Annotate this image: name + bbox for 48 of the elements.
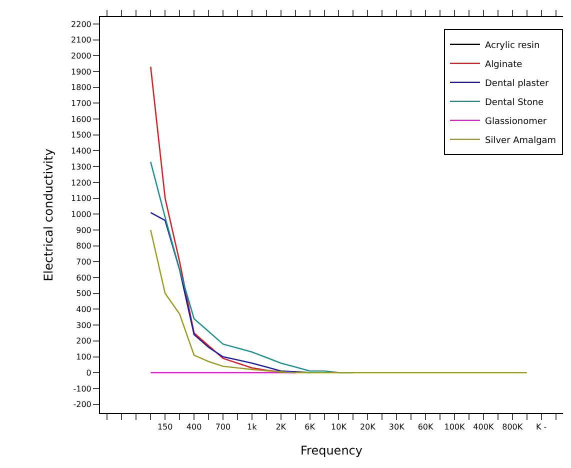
x-tick-label: 100K [444, 422, 466, 432]
y-tick-label: -200 [73, 400, 92, 410]
x-tick-label: 400 [186, 422, 202, 432]
x-tick-label: 1k [247, 422, 258, 432]
y-tick-label: 1600 [71, 114, 92, 124]
x-tick-label: 60K [418, 422, 434, 432]
x-axis-title: Frequency [300, 444, 362, 458]
y-tick-label: 1400 [71, 146, 92, 156]
y-tick-label: 300 [76, 320, 92, 330]
y-tick-label: 1900 [71, 67, 92, 76]
x-tick-label: 2K [276, 422, 287, 432]
legend-label: Acrylic resin [485, 40, 540, 51]
x-tick-label: 6K [304, 422, 316, 432]
x-tick-label: 30K [388, 422, 406, 432]
y-tick-label: 1800 [71, 83, 92, 92]
legend-label: Glassionomer [485, 116, 547, 127]
x-tick-label: K - [536, 422, 547, 432]
y-tick-label: 1200 [71, 178, 92, 188]
y-tick-label: 600 [76, 273, 92, 282]
legend-label: Silver Amalgam [485, 136, 556, 146]
legend-label: Dental plaster [485, 78, 550, 89]
legend-label: Alginate [485, 60, 523, 70]
y-tick-label: 2100 [71, 36, 92, 45]
x-tick-label: 20K [360, 422, 376, 432]
y-tick-label: 0 [86, 368, 92, 378]
y-tick-label: 1700 [71, 99, 92, 108]
x-tick-label: 150 [157, 422, 173, 432]
y-tick-label: 500 [76, 289, 92, 298]
y-tick-label: 800 [76, 242, 92, 251]
x-tick-label: 800K [502, 422, 524, 432]
y-tick-label: 100 [76, 352, 92, 362]
y-tick-label: 2200 [71, 20, 92, 29]
y-tick-label: 1300 [71, 162, 92, 172]
y-tick-label: 700 [76, 257, 92, 266]
line-series [150, 229, 528, 374]
x-tick-label: 10K [331, 422, 348, 432]
x-tick-label: 400K [473, 422, 494, 432]
y-tick-label: 2000 [71, 51, 92, 60]
y-tick-label: 900 [76, 226, 92, 235]
y-tick-label: 1000 [71, 210, 92, 219]
y-tick-label: 1500 [71, 130, 92, 140]
y-tick-label: 1100 [71, 194, 92, 204]
x-tick-label: 700 [215, 422, 231, 432]
y-tick-label: -100 [73, 384, 92, 394]
legend-label: Dental Stone [485, 98, 544, 108]
y-tick-label: 400 [76, 305, 92, 314]
y-axis-title: Electrical conductivity [41, 148, 56, 282]
y-tick-label: 200 [76, 336, 92, 346]
